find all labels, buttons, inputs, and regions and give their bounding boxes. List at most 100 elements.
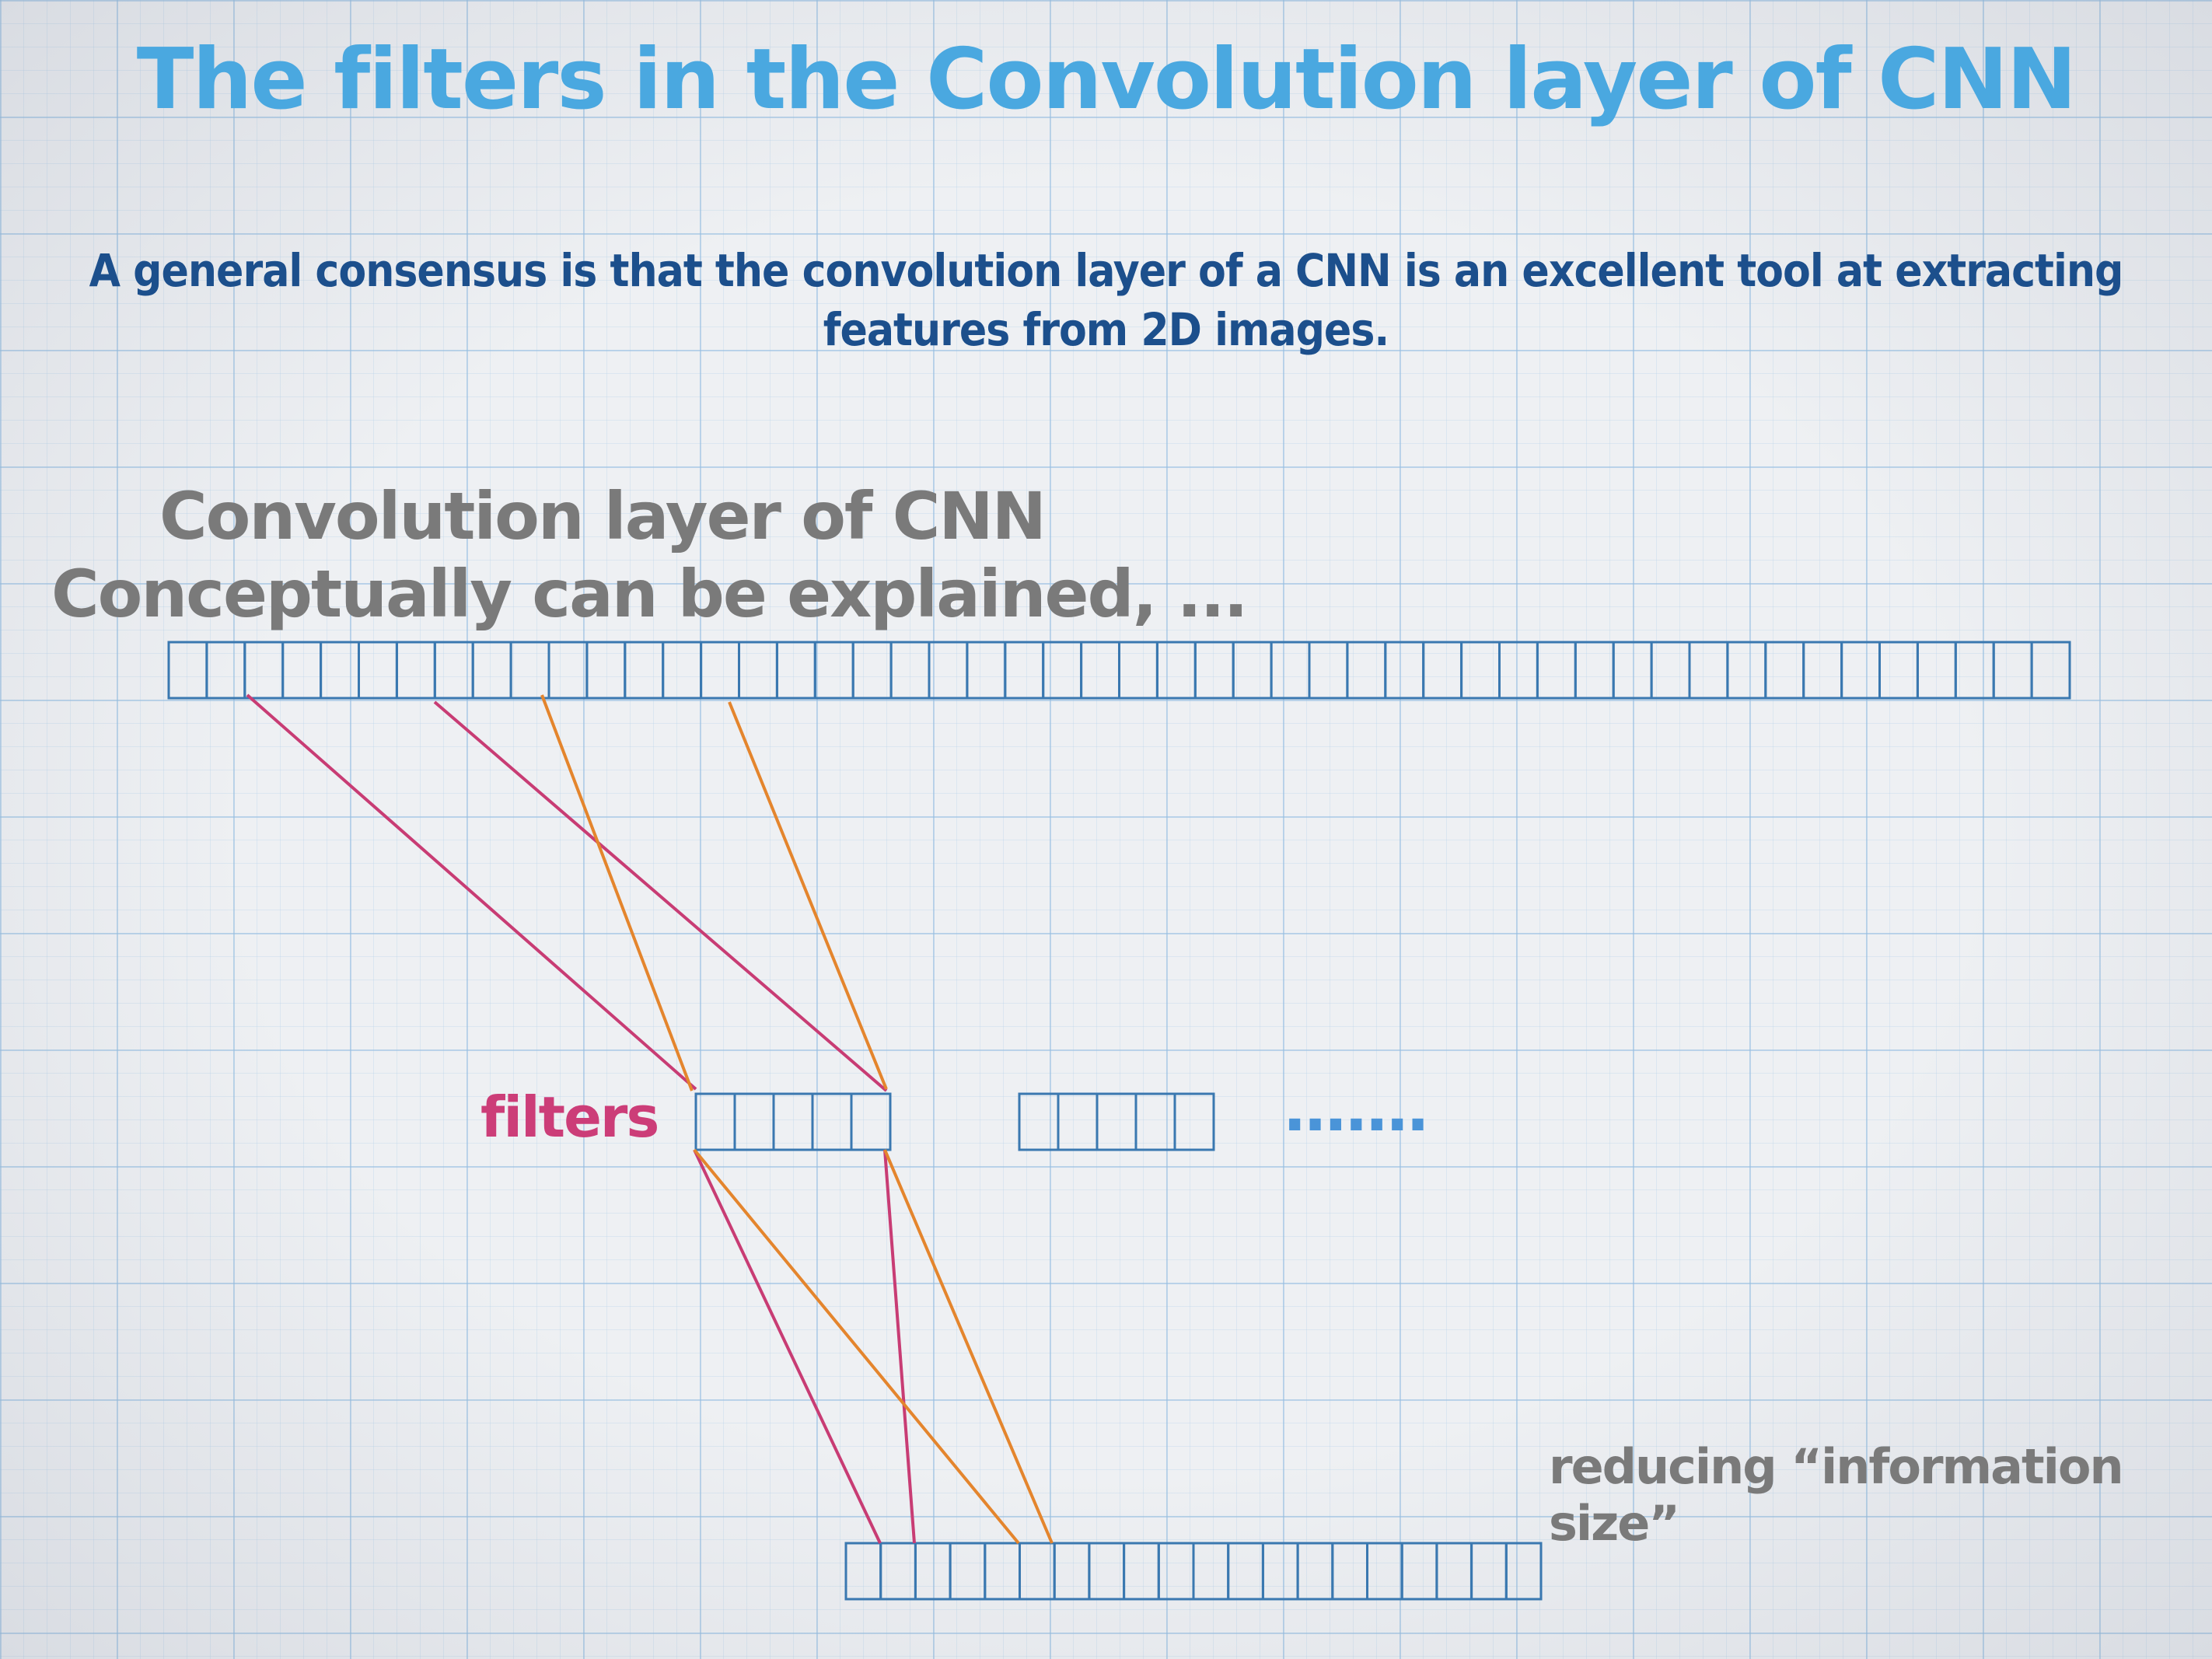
filter-a-cell-1 <box>694 1092 736 1151</box>
input-cell-41 <box>1688 641 1729 700</box>
subtitle-text: A general consensus is that the convolut… <box>89 244 2124 356</box>
input-cell-27 <box>1155 641 1197 700</box>
connection-line-7 <box>693 1148 1020 1545</box>
input-cell-31 <box>1308 641 1349 700</box>
filter-b-cell-5 <box>1173 1092 1215 1151</box>
input-cell-16 <box>738 641 778 700</box>
filter-a-cell-2 <box>733 1092 775 1151</box>
input-cell-45 <box>1840 641 1882 700</box>
input-cell-47 <box>1916 641 1957 700</box>
output-cell-14 <box>1296 1542 1334 1601</box>
input-cell-42 <box>1726 641 1767 700</box>
input-cell-35 <box>1460 641 1501 700</box>
input-cell-32 <box>1346 641 1387 700</box>
input-cell-28 <box>1193 641 1235 700</box>
filter-b-cell-4 <box>1134 1092 1176 1151</box>
input-cell-10 <box>509 641 550 700</box>
output-cell-9 <box>1123 1542 1160 1601</box>
input-cell-23 <box>1004 641 1045 700</box>
filter-b-cell-3 <box>1096 1092 1137 1151</box>
input-cell-5 <box>320 641 361 700</box>
input-cell-46 <box>1878 641 1919 700</box>
output-cell-19 <box>1470 1542 1508 1601</box>
input-cell-44 <box>1802 641 1843 700</box>
input-cell-15 <box>700 641 740 700</box>
more-filters-ellipsis: ....... <box>1283 1073 1430 1145</box>
output-cell-18 <box>1435 1542 1473 1601</box>
output-cell-13 <box>1261 1542 1299 1601</box>
filters-label: filters <box>480 1084 659 1150</box>
input-cell-18 <box>813 641 854 700</box>
output-cell-16 <box>1366 1542 1403 1601</box>
output-cell-10 <box>1157 1542 1195 1601</box>
output-cell-6 <box>1019 1542 1056 1601</box>
input-cell-37 <box>1536 641 1577 700</box>
connection-line-8 <box>883 1149 1054 1544</box>
output-cell-11 <box>1192 1542 1230 1601</box>
connection-line-2 <box>433 700 888 1092</box>
filter-cells-first <box>694 1092 892 1151</box>
connection-line-3 <box>540 694 694 1091</box>
input-cell-38 <box>1574 641 1615 700</box>
concept-heading-line1: Convolution layer of CNN <box>159 478 1047 554</box>
input-cell-49 <box>1992 641 2033 700</box>
input-cell-39 <box>1612 641 1653 700</box>
connection-line-1 <box>246 693 697 1091</box>
output-cell-4 <box>949 1542 987 1601</box>
input-cell-25 <box>1080 641 1120 700</box>
input-cell-24 <box>1042 641 1083 700</box>
output-cell-7 <box>1053 1542 1091 1601</box>
input-cell-8 <box>433 641 474 700</box>
input-cell-2 <box>205 641 246 700</box>
input-cell-21 <box>928 641 969 700</box>
filter-a-cell-3 <box>772 1092 814 1151</box>
input-cell-20 <box>889 641 931 700</box>
input-cell-50 <box>2030 641 2071 700</box>
reducing-size-label: reducing “information size” <box>1549 1438 2124 1552</box>
input-cell-26 <box>1118 641 1158 700</box>
connection-line-6 <box>883 1149 916 1544</box>
input-cell-6 <box>358 641 398 700</box>
page-title: The filters in the Convolution layer of … <box>136 31 2077 128</box>
input-cell-row <box>167 641 2071 700</box>
filter-a-cell-5 <box>850 1092 892 1151</box>
output-cell-8 <box>1088 1542 1126 1601</box>
input-cell-22 <box>966 641 1007 700</box>
input-cell-7 <box>395 641 436 700</box>
output-cell-3 <box>914 1542 952 1601</box>
input-cell-1 <box>167 641 208 700</box>
input-cell-33 <box>1384 641 1425 700</box>
output-cell-17 <box>1400 1542 1438 1601</box>
input-cell-4 <box>281 641 323 700</box>
input-cell-11 <box>547 641 589 700</box>
input-cell-36 <box>1498 641 1539 700</box>
input-cell-12 <box>585 641 627 700</box>
connection-line-4 <box>728 701 888 1090</box>
input-cell-40 <box>1650 641 1691 700</box>
filter-a-cell-4 <box>811 1092 853 1151</box>
filter-b-cell-1 <box>1018 1092 1060 1151</box>
input-cell-19 <box>851 641 893 700</box>
output-cell-1 <box>844 1542 882 1601</box>
filter-b-cell-2 <box>1057 1092 1099 1151</box>
input-cell-48 <box>1954 641 1995 700</box>
output-cell-2 <box>879 1542 917 1601</box>
output-cell-12 <box>1227 1542 1264 1601</box>
connection-line-5 <box>693 1149 882 1544</box>
filter-cells-second <box>1018 1092 1215 1151</box>
input-cell-30 <box>1270 641 1311 700</box>
input-cell-9 <box>471 641 512 700</box>
connection-lines <box>246 693 1054 1545</box>
output-cell-20 <box>1504 1542 1543 1601</box>
output-cell-row <box>844 1542 1543 1601</box>
output-cell-5 <box>984 1542 1022 1601</box>
output-cell-15 <box>1331 1542 1369 1601</box>
input-cell-34 <box>1422 641 1463 700</box>
input-cell-3 <box>243 641 285 700</box>
input-cell-13 <box>624 641 665 700</box>
input-cell-43 <box>1764 641 1805 700</box>
input-cell-17 <box>775 641 816 700</box>
concept-heading-line2: Conceptually can be explained, ... <box>51 556 1248 632</box>
input-cell-14 <box>662 641 703 700</box>
